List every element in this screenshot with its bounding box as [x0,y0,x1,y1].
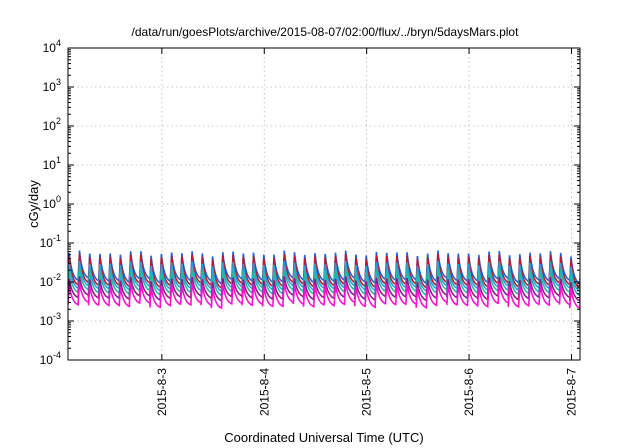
y-tick-label: 101 [43,155,61,172]
series-line [68,282,580,310]
x-tick-label: 2015-8-3 [155,368,169,416]
series-line [68,260,580,293]
series-line [68,267,580,297]
chart-title: /data/run/goesPlots/archive/2015-08-07/0… [132,25,520,39]
series-line [68,253,580,290]
y-axis: 10-4 10-3 10-2 10-1 100 101 102 103 104 [40,38,580,367]
x-tick-label: 2015-8-6 [462,368,476,416]
y-tick-label: 10-1 [40,233,61,250]
x-tick-label: 2015-8-5 [360,368,374,416]
series-line [68,250,580,285]
y-tick-label: 100 [43,194,61,211]
y-axis-label: cGy/day [26,180,41,228]
y-tick-label: 103 [43,77,61,94]
y-tick-label: 10-4 [40,350,61,367]
x-axis-label: Coordinated Universal Time (UTC) [224,430,423,445]
series-line [68,276,580,302]
x-axis: 2015-8-3 2015-8-4 2015-8-5 2015-8-6 2015-8-7 [155,48,578,416]
y-tick-label: 10-3 [40,311,61,328]
y-tick-label: 102 [43,116,61,133]
grid-lines [68,48,580,360]
y-tick-label: 10-2 [40,272,61,289]
series-group [68,250,580,310]
y-tick-label: 104 [43,38,61,55]
x-tick-label: 2015-8-7 [564,368,578,416]
x-tick-label: 2015-8-4 [257,368,271,416]
